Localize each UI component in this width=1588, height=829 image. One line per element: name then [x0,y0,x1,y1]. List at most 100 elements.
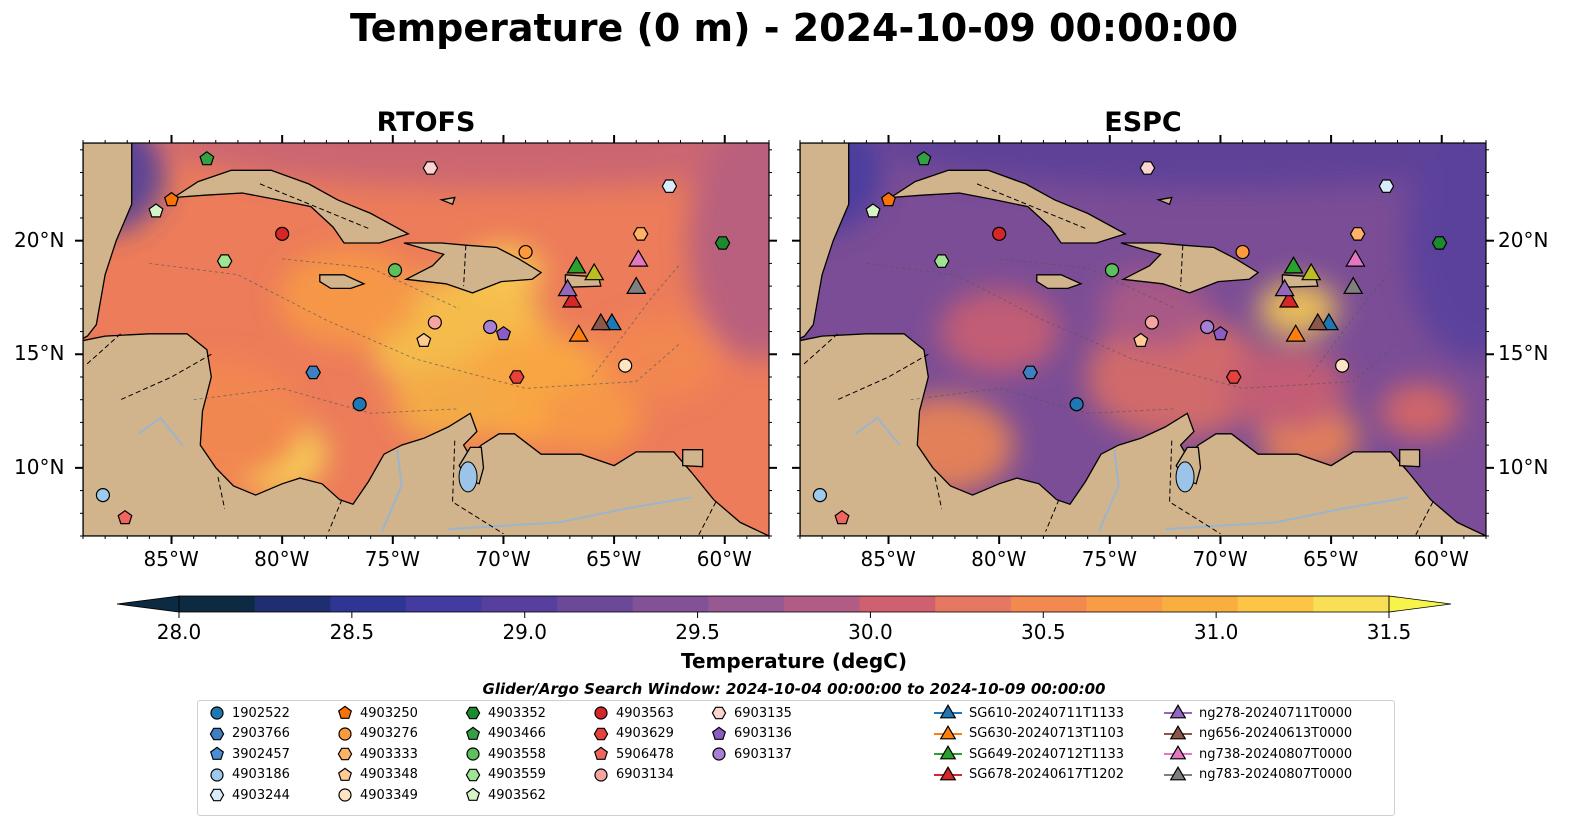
circle-marker-icon [338,726,352,741]
obs-marker-ng783-20240807T0000[interactable] [1343,276,1364,294]
legend-item: 3902457 [208,744,290,764]
y-tick-label-left: 20°N [14,227,65,252]
obs-marker-4903333[interactable] [1349,227,1366,241]
country-border [259,183,371,230]
colorbar-tick-label: 29.5 [675,620,720,644]
pentagon-marker-icon [465,788,481,802]
obs-marker-ng278-20240711T0000[interactable] [557,278,578,297]
colorbar-segment [330,596,407,612]
obs-marker-4903563[interactable] [992,226,1007,241]
obs-marker-4903349[interactable] [618,358,633,373]
depth-contour [193,387,460,414]
obs-marker-ng738-20240807T0000[interactable] [628,249,649,267]
obs-marker-4903563[interactable] [275,226,290,241]
country-border [837,353,929,401]
legend-item-label: 4903250 [360,705,418,721]
obs-marker-4903558[interactable] [1104,263,1120,278]
land-mass [1120,242,1260,294]
obs-marker-6903137[interactable] [483,319,498,335]
colorbar-tick-label: 30.5 [1021,620,1066,644]
obs-marker-4903348[interactable] [416,332,432,347]
obs-marker-4903348[interactable] [1133,332,1149,347]
obs-marker-6903134[interactable] [1144,315,1159,330]
colorbar-frame [178,595,1390,613]
obs-marker-6903137[interactable] [1200,319,1215,335]
obs-marker-4903562[interactable] [865,203,881,218]
obs-marker-4903250[interactable] [880,191,897,207]
obs-marker-uvi_01-20241004T1402[interactable] [1301,262,1322,281]
legend-item-label: ng783-20240807T0000 [1199,767,1353,783]
x-tick-label: 70°W [1192,547,1248,571]
obs-marker-1902522[interactable] [352,397,367,412]
country-border [1180,245,1184,287]
obs-marker-ng278-20240711T0000[interactable] [1274,278,1295,297]
obs-marker-4903352[interactable] [1431,236,1448,250]
lake-maracaibo [458,461,478,493]
obs-marker-4903629[interactable] [508,370,525,384]
colorbar-segment [1010,596,1088,612]
colorbar [116,595,1452,618]
legend-item-label: 4903562 [488,787,546,803]
obs-marker-5906478[interactable] [117,509,133,525]
y-tick-label-right: 20°N [1498,227,1549,252]
legend-item-label: 4903559 [488,767,546,783]
obs-marker-SG678-20240617T1202[interactable] [561,289,583,308]
obs-marker-6903135[interactable] [1139,161,1156,175]
obs-marker-4903562[interactable] [148,203,164,218]
obs-marker-2903766[interactable] [1022,365,1038,380]
legend-item: 6903136 [710,724,792,744]
legend-item: SG649-20240712T1133 [933,744,1124,764]
obs-marker-4903276[interactable] [1235,244,1250,260]
colorbar-tick-label: 28.0 [156,620,202,644]
obs-marker-SG649-20240712T1133[interactable] [1283,256,1304,274]
obs-marker-uvi_01-20241004T1402[interactable] [584,262,605,281]
obs-marker-6903136[interactable] [495,325,512,341]
obs-marker-4903466[interactable] [199,151,215,166]
obs-marker-4903349[interactable] [1335,358,1350,373]
obs-marker-SG630-20240713T1103[interactable] [568,324,589,342]
obs-marker-ng738-20240807T0000[interactable] [1345,249,1366,267]
obs-marker-ng656-20240613T0000[interactable] [1307,312,1328,331]
obs-marker-4903352[interactable] [714,236,731,250]
obs-marker-4903186[interactable] [812,488,828,503]
legend-item-label: ng738-20240807T0000 [1199,746,1353,762]
obs-marker-4903559[interactable] [933,254,950,268]
river [137,416,184,446]
obs-marker-6903134[interactable] [427,315,442,330]
colorbar-segment [935,596,1012,612]
legend-item-label: 2903766 [232,726,290,742]
circle-marker-icon [594,706,608,720]
obs-marker-4903244[interactable] [1378,179,1395,193]
legend-item: SG630-20240713T1103 [933,724,1124,744]
obs-marker-SG630-20240713T1103[interactable] [1285,324,1306,342]
legend-item: 4903563 [592,703,674,723]
obs-marker-SG649-20240712T1133[interactable] [566,256,587,274]
country-border [1414,501,1434,536]
obs-marker-4903333[interactable] [632,227,649,241]
river [854,416,901,446]
obs-marker-1902522[interactable] [1069,397,1084,412]
obs-marker-6903136[interactable] [1212,325,1229,341]
obs-marker-4903244[interactable] [661,179,678,193]
obs-marker-4903250[interactable] [163,191,180,207]
obs-marker-4903466[interactable] [916,151,932,166]
obs-marker-4903186[interactable] [95,488,111,503]
obs-marker-4903276[interactable] [518,244,533,260]
colorbar-tick-label: 31.5 [1366,620,1412,644]
circle-marker-icon [466,747,480,761]
obs-marker-ng783-20240807T0000[interactable] [626,276,647,294]
x-tick-label: 85°W [143,547,199,571]
obs-marker-SG678-20240617T1202[interactable] [1278,289,1300,308]
obs-marker-ng656-20240613T0000[interactable] [590,312,611,331]
legend-item-label: 4903348 [360,767,418,783]
obs-marker-4903558[interactable] [387,263,403,278]
circle-marker-icon [210,706,224,720]
obs-marker-6903135[interactable] [422,161,439,175]
obs-marker-4903559[interactable] [216,254,233,268]
obs-marker-4903629[interactable] [1225,370,1242,384]
country-border [697,501,717,536]
obs-marker-5906478[interactable] [834,509,850,525]
legend-item-label: 4903629 [616,726,674,742]
colorbar-segment [1313,596,1390,612]
obs-marker-2903766[interactable] [305,365,321,380]
